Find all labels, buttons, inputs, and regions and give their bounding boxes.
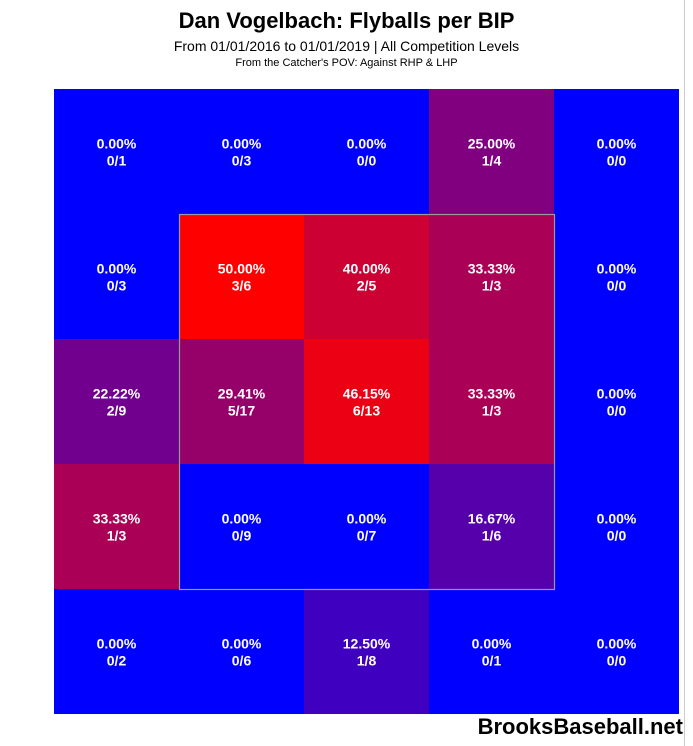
chart-title: Dan Vogelbach: Flyballs per BIP xyxy=(178,8,515,33)
heatmap-cell-r0-c4 xyxy=(554,89,679,214)
heatmap-cell-r1-c1 xyxy=(179,214,304,339)
heatmap-cell-r2-c1 xyxy=(179,339,304,464)
cell-percent-r1-c2: 40.00% xyxy=(343,261,391,277)
cell-percent-r1-c1: 50.00% xyxy=(218,261,266,277)
cell-count-r2-c4: 0/0 xyxy=(607,403,627,419)
cell-count-r4-c1: 0/6 xyxy=(232,653,252,669)
chart-subtitle: From 01/01/2016 to 01/01/2019 | All Comp… xyxy=(173,38,520,54)
heatmap-cell-r4-c1 xyxy=(179,589,304,714)
cell-count-r2-c3: 1/3 xyxy=(482,403,502,419)
cell-count-r0-c0: 0/1 xyxy=(107,153,127,169)
cell-percent-r0-c0: 0.00% xyxy=(97,136,137,152)
strike-zone-outline xyxy=(178,213,556,591)
cell-count-r0-c3: 1/4 xyxy=(482,153,502,169)
cell-percent-r4-c0: 0.00% xyxy=(97,636,137,652)
cell-count-r2-c2: 6/13 xyxy=(353,403,380,419)
cell-percent-r1-c3: 33.33% xyxy=(468,261,516,277)
cell-count-r3-c1: 0/9 xyxy=(232,528,252,544)
cell-percent-r3-c2: 0.00% xyxy=(347,511,387,527)
heatmap-cell-r3-c0 xyxy=(54,464,179,589)
heatmap-cell-r0-c1 xyxy=(179,89,304,214)
cell-count-r4-c0: 0/2 xyxy=(107,653,127,669)
cell-percent-r3-c1: 0.00% xyxy=(222,511,262,527)
cell-percent-r2-c2: 46.15% xyxy=(343,386,391,402)
cell-percent-r4-c1: 0.00% xyxy=(222,636,262,652)
cell-percent-r2-c0: 22.22% xyxy=(93,386,141,402)
heatmap-cell-r4-c4 xyxy=(554,589,679,714)
heatmap-cell-r1-c3 xyxy=(429,214,554,339)
heatmap-cell-r2-c0 xyxy=(54,339,179,464)
heatmap-cell-r4-c2 xyxy=(304,589,429,714)
cell-count-r3-c0: 1/3 xyxy=(107,528,127,544)
cell-count-r1-c3: 1/3 xyxy=(482,278,502,294)
cell-percent-r1-c0: 0.00% xyxy=(97,261,137,277)
heatmap-cell-r3-c1 xyxy=(179,464,304,589)
chart-subtitle-pov: From the Catcher's POV: Against RHP & LH… xyxy=(235,57,458,69)
heatmap-cell-r0-c0 xyxy=(54,89,179,214)
cell-count-r1-c4: 0/0 xyxy=(607,278,627,294)
cell-count-r0-c2: 0/0 xyxy=(357,153,377,169)
cell-percent-r0-c1: 0.00% xyxy=(222,136,262,152)
heatmap-cell-r3-c3 xyxy=(429,464,554,589)
cell-count-r3-c2: 0/7 xyxy=(357,528,377,544)
cell-percent-r3-c3: 16.67% xyxy=(468,511,516,527)
cell-count-r4-c2: 1/8 xyxy=(357,653,377,669)
cell-count-r2-c1: 5/17 xyxy=(228,403,255,419)
cell-percent-r4-c3: 0.00% xyxy=(472,636,512,652)
cell-percent-r2-c1: 29.41% xyxy=(218,386,266,402)
cell-percent-r2-c3: 33.33% xyxy=(468,386,516,402)
cell-count-r4-c4: 0/0 xyxy=(607,653,627,669)
cell-percent-r3-c4: 0.00% xyxy=(597,511,637,527)
cell-percent-r0-c4: 0.00% xyxy=(597,136,637,152)
cell-percent-r2-c4: 0.00% xyxy=(597,386,637,402)
heatmap-cell-r2-c2 xyxy=(304,339,429,464)
cell-count-r0-c4: 0/0 xyxy=(607,153,627,169)
heatmap-cell-r0-c2 xyxy=(304,89,429,214)
heatmap-cell-r2-c4 xyxy=(554,339,679,464)
cell-count-r4-c3: 0/1 xyxy=(482,653,502,669)
heatmap-cell-r1-c4 xyxy=(554,214,679,339)
cell-count-r2-c0: 2/9 xyxy=(107,403,127,419)
cell-count-r1-c0: 0/3 xyxy=(107,278,127,294)
cell-count-r1-c2: 2/5 xyxy=(357,278,377,294)
cell-percent-r1-c4: 0.00% xyxy=(597,261,637,277)
heatmap-cell-r2-c3 xyxy=(429,339,554,464)
cell-count-r0-c1: 0/3 xyxy=(232,153,252,169)
heatmap-cell-r3-c4 xyxy=(554,464,679,589)
heatmap-cell-r1-c2 xyxy=(304,214,429,339)
cell-count-r3-c4: 0/0 xyxy=(607,528,627,544)
cell-percent-r0-c2: 0.00% xyxy=(347,136,387,152)
cell-count-r1-c1: 3/6 xyxy=(232,278,252,294)
cell-count-r3-c3: 1/6 xyxy=(482,528,502,544)
right-edge-rule xyxy=(684,0,685,746)
heatmap-cell-r4-c3 xyxy=(429,589,554,714)
cell-percent-r4-c4: 0.00% xyxy=(597,636,637,652)
watermark: BrooksBaseball.net xyxy=(477,714,683,739)
cell-percent-r4-c2: 12.50% xyxy=(343,636,391,652)
cell-percent-r3-c0: 33.33% xyxy=(93,511,141,527)
heatmap-cell-r0-c3 xyxy=(429,89,554,214)
heatmap-cell-r3-c2 xyxy=(304,464,429,589)
cell-percent-r0-c3: 25.00% xyxy=(468,136,516,152)
heatmap-cell-r4-c0 xyxy=(54,589,179,714)
heatmap-cell-r1-c0 xyxy=(54,214,179,339)
